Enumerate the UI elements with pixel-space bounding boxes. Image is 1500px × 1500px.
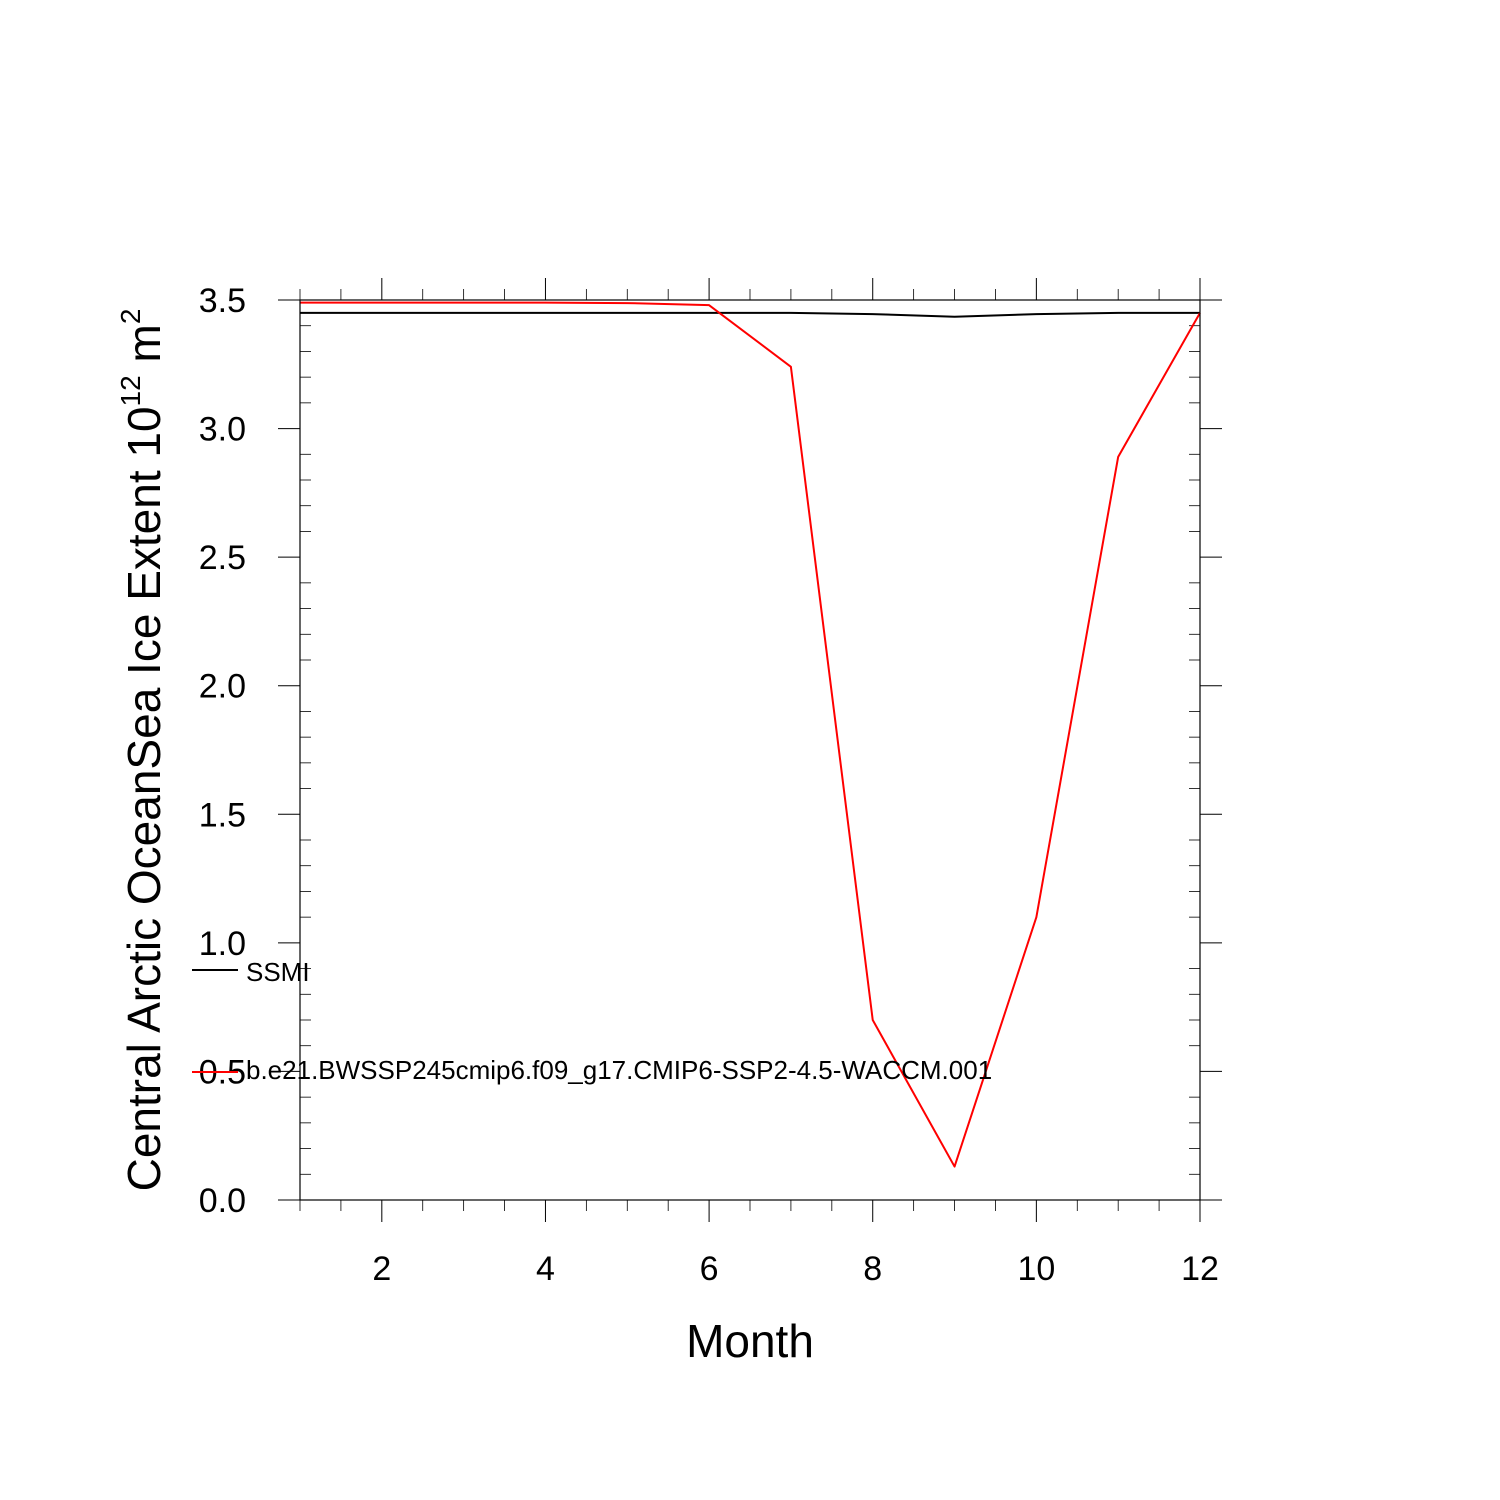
x-tick-label: 10: [1017, 1250, 1055, 1288]
x-axis-title: Month: [686, 1315, 814, 1367]
x-tick-label: 6: [700, 1250, 719, 1288]
x-tick-labels: 2 4 6 8 10 12: [372, 1250, 1219, 1288]
y-tick-label: 3.5: [199, 282, 246, 320]
x-tick-label: 2: [372, 1250, 391, 1288]
x-tick-label: 12: [1181, 1250, 1219, 1288]
legend-label-ssmi: SSMI: [246, 957, 310, 987]
series-line-ssmi: [300, 311, 1200, 318]
y-tick-label: 1.5: [199, 796, 246, 834]
x-tick-label: 8: [863, 1250, 882, 1288]
series-layer: [300, 301, 1201, 1168]
y-tick-label: 1.0: [199, 925, 246, 963]
plot-frame: [299, 299, 1201, 1201]
y-axis-title: Central Arctic OceanSea Ice Extent 1012 …: [115, 309, 170, 1192]
legend: SSMI b.e21.BWSSP245cmip6.f09_g17.CMIP6-S…: [192, 957, 992, 1085]
y-tick-labels: 0.00.51.01.52.02.53.03.5: [199, 282, 246, 1220]
major-ticks: [278, 278, 1222, 1222]
legend-label-waccm: b.e21.BWSSP245cmip6.f09_g17.CMIP6-SSP2-4…: [246, 1055, 992, 1085]
x-tick-label: 4: [536, 1250, 555, 1288]
series-line-waccm: [300, 301, 1201, 1168]
y-tick-label: 3.0: [199, 411, 246, 449]
y-tick-label: 2.0: [199, 668, 246, 706]
y-tick-label: 0.0: [199, 1182, 246, 1220]
y-tick-label: 2.5: [199, 539, 246, 577]
minor-ticks: [299, 289, 1200, 1211]
